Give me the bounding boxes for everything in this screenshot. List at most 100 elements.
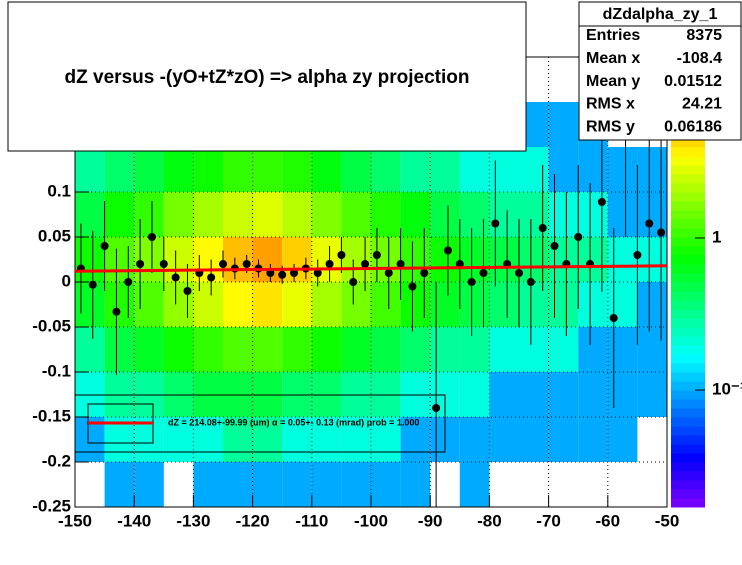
heat-cell	[430, 282, 460, 327]
fit-line	[75, 264, 667, 273]
heat-cell	[430, 147, 460, 192]
heat-cell	[371, 147, 401, 192]
profile-point	[100, 242, 109, 250]
heat-cell	[104, 462, 135, 507]
profile-point	[384, 269, 393, 277]
heat-cell	[134, 282, 164, 327]
z-tick-label: 1	[712, 227, 721, 246]
heat-cell	[371, 417, 401, 462]
heat-cell	[548, 147, 579, 192]
x-tick-label: -140	[117, 511, 151, 530]
heat-cell	[193, 147, 223, 192]
heat-cell	[400, 282, 431, 327]
colorbar-band	[671, 480, 705, 490]
heat-cell	[193, 417, 223, 462]
profile-point	[147, 233, 156, 241]
heat-cell	[252, 192, 283, 237]
profile-point	[538, 224, 547, 232]
colorbar-band	[671, 408, 705, 418]
heat-cell	[223, 462, 253, 507]
colorbar-band	[671, 237, 705, 247]
heat-cell	[578, 282, 608, 327]
heat-cell	[223, 237, 253, 282]
heat-cell	[459, 327, 490, 372]
heat-cell	[371, 192, 401, 237]
colorbar-band	[671, 192, 705, 202]
x-tick-label: -100	[354, 511, 388, 530]
profile-point	[526, 278, 535, 286]
colorbar-band	[671, 291, 705, 301]
heat-cell	[489, 282, 519, 327]
heat-cell	[282, 462, 312, 507]
heat-cell	[193, 192, 223, 237]
heat-cell	[341, 192, 371, 237]
profile-point	[207, 273, 216, 282]
x-tick-label: -50	[655, 511, 680, 530]
heat-cell	[163, 147, 194, 192]
profile-point	[313, 269, 322, 277]
stats-value: 8375	[686, 27, 722, 44]
heat-cell	[607, 192, 638, 237]
colorbar-band	[671, 462, 705, 472]
heat-cell	[252, 147, 283, 192]
heat-cell	[400, 462, 431, 507]
colorbar-band	[671, 228, 705, 238]
colorbar-band	[671, 138, 705, 148]
heat-cell	[607, 372, 638, 417]
heat-cell	[519, 372, 549, 417]
heat-cell	[75, 282, 105, 327]
heat-cell	[163, 192, 194, 237]
heat-cell	[223, 192, 253, 237]
heat-cell	[193, 327, 223, 372]
heat-cell	[75, 237, 105, 282]
profile-point	[124, 278, 133, 286]
colorbar-band	[671, 471, 705, 481]
heat-cell	[607, 417, 638, 462]
heat-cell	[548, 372, 579, 417]
heat-cell	[223, 147, 253, 192]
y-tick-label: 0.05	[38, 226, 71, 245]
stats-frame	[578, 1, 742, 141]
heat-cell	[282, 147, 312, 192]
heat-cell	[430, 192, 460, 237]
heat-cell	[578, 327, 608, 372]
heat-cell	[607, 147, 638, 192]
heat-cell	[607, 237, 638, 282]
x-tick-label: -110	[295, 511, 328, 530]
colorbar-band	[671, 453, 705, 463]
heat-cell	[637, 147, 667, 192]
heat-cell	[371, 462, 401, 507]
profile-point	[645, 219, 654, 228]
colorbar-band	[671, 165, 705, 175]
heat-cell	[193, 462, 223, 507]
heat-cell	[341, 417, 371, 462]
heat-cell	[134, 462, 164, 507]
x-tick-label: -150	[58, 511, 92, 530]
colorbar-band	[671, 435, 705, 445]
stats-value: 0.06186	[664, 118, 722, 135]
heat-cell	[519, 147, 549, 192]
heat-cell	[193, 282, 223, 327]
profile-point	[88, 280, 97, 289]
colorbar-band	[671, 363, 705, 373]
heat-cell	[341, 282, 371, 327]
heat-cell	[519, 327, 549, 372]
heat-cell	[637, 372, 667, 417]
heat-cell	[607, 327, 638, 372]
profile-point	[467, 278, 476, 286]
heat-cell	[459, 147, 490, 192]
legend-box	[74, 394, 446, 453]
heat-cell	[400, 147, 431, 192]
title-frame	[7, 1, 527, 152]
colorbar-band	[671, 273, 705, 283]
heat-cell	[252, 417, 283, 462]
heat-cell	[223, 327, 253, 372]
heat-cell	[311, 462, 342, 507]
heat-cell	[637, 237, 667, 282]
stats-value: -108.4	[677, 50, 722, 67]
profile-point	[290, 269, 299, 277]
heat-cell	[548, 192, 579, 237]
profile-point	[337, 251, 346, 259]
colorbar-band	[671, 156, 705, 166]
